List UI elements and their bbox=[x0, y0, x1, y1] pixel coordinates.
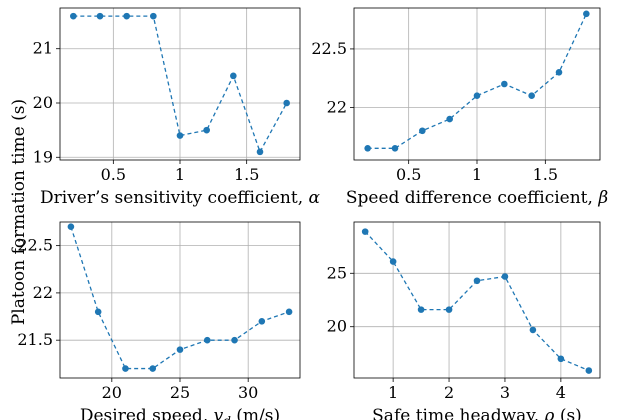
data-point bbox=[391, 145, 399, 152]
y-tick-label: 22.5 bbox=[17, 236, 53, 255]
x-tick-label: 1.5 bbox=[533, 165, 558, 184]
subplot-4: 1 2 3 4 20 25 Safe time headway, ρ (s) bbox=[327, 221, 601, 420]
data-point bbox=[445, 306, 453, 313]
data-point bbox=[258, 317, 266, 325]
x-tick-label: 30 bbox=[238, 383, 258, 402]
data-point bbox=[555, 69, 563, 76]
subplot-3: 20 25 30 21.5 22 22.5 Desired speed, vd (m/s) bbox=[17, 221, 301, 420]
y-tick-label: 19 bbox=[33, 147, 53, 166]
shared-y-axis-label: Platoon formation time (s) bbox=[9, 99, 29, 325]
x-tick-label: 1 bbox=[472, 165, 482, 184]
series-line bbox=[364, 231, 590, 372]
data-point bbox=[583, 10, 590, 18]
data-point bbox=[557, 355, 565, 363]
x-tick-label: 25 bbox=[170, 383, 190, 402]
x-tick-label: 1 bbox=[175, 165, 185, 184]
x-tick-label: 1.5 bbox=[234, 165, 259, 184]
data-point bbox=[203, 126, 210, 134]
x-tick-label: 0.5 bbox=[396, 165, 421, 184]
data-point bbox=[176, 346, 184, 353]
y-tick-label: 25 bbox=[327, 263, 347, 282]
data-point bbox=[230, 72, 237, 80]
series-line bbox=[73, 15, 288, 154]
data-point bbox=[446, 115, 453, 123]
data-point bbox=[361, 228, 369, 235]
data-point bbox=[150, 12, 157, 20]
y-tick-label: 20 bbox=[33, 93, 53, 112]
data-point bbox=[123, 12, 130, 20]
data-point bbox=[473, 92, 481, 99]
y-tick-label: 20 bbox=[327, 317, 347, 336]
x-tick-label: 3 bbox=[500, 383, 510, 402]
data-point bbox=[528, 92, 535, 99]
x-tick-label: 4 bbox=[556, 383, 566, 402]
y-tick-label: 21.5 bbox=[17, 330, 53, 349]
data-point bbox=[176, 132, 184, 139]
subplot-1: 0.5 1 1.5 19 20 21 Driver’s sensitivity coeffi… bbox=[33, 7, 321, 208]
data-point bbox=[389, 258, 397, 265]
series-line bbox=[367, 13, 587, 149]
data-point bbox=[231, 336, 238, 344]
data-point bbox=[283, 99, 290, 107]
x-tick-label: 1 bbox=[388, 383, 398, 402]
data-point bbox=[203, 336, 211, 344]
y-tick-label: 21 bbox=[33, 39, 53, 58]
x-tick-label: 2 bbox=[444, 383, 454, 402]
data-point bbox=[285, 308, 293, 316]
data-point bbox=[67, 223, 75, 231]
axes-frame bbox=[353, 221, 601, 379]
data-point bbox=[473, 277, 481, 285]
data-point bbox=[149, 365, 157, 372]
subplot-2: 0.5 1 1.5 22 22.5 Speed difference coefficien… bbox=[311, 7, 608, 208]
data-point bbox=[529, 326, 537, 334]
y-tick-label: 22.5 bbox=[311, 39, 347, 58]
x-axis-label: Driver’s sensitivity coefficient, α bbox=[40, 188, 321, 208]
y-tick-label: 22 bbox=[33, 283, 53, 302]
x-tick-label: 20 bbox=[102, 383, 122, 402]
data-point bbox=[501, 273, 509, 280]
data-point bbox=[94, 308, 102, 316]
data-point bbox=[96, 12, 104, 20]
x-axis-label: Speed difference coefficient, β bbox=[346, 188, 608, 208]
data-point bbox=[585, 367, 593, 374]
data-point bbox=[256, 148, 264, 156]
y-tick-label: 22 bbox=[327, 97, 347, 116]
data-point bbox=[417, 306, 425, 313]
data-point bbox=[419, 127, 426, 135]
data-point bbox=[501, 80, 508, 88]
x-tick-label: 0.5 bbox=[101, 165, 126, 184]
data-point bbox=[70, 12, 77, 20]
x-axis-label: Safe time headway, ρ (s) bbox=[372, 406, 582, 420]
data-point bbox=[364, 145, 371, 152]
data-point bbox=[122, 365, 129, 372]
x-axis-label: Desired speed, vd (m/s) bbox=[80, 406, 280, 420]
